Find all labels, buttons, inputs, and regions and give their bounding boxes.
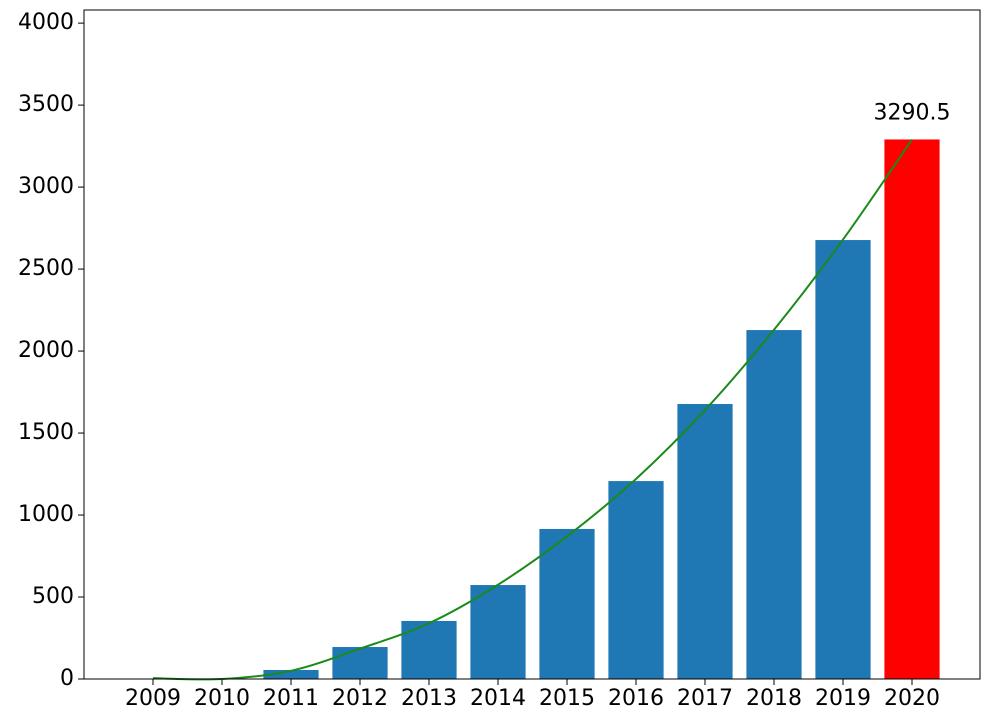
x-tick-label: 2016 <box>608 686 664 711</box>
bar <box>332 647 388 679</box>
bar <box>539 528 595 679</box>
x-tick-label: 2012 <box>332 686 388 711</box>
bar <box>470 585 526 679</box>
trend-line <box>152 138 913 681</box>
x-tick-label: 2017 <box>677 686 733 711</box>
y-tick-label: 2500 <box>18 256 74 281</box>
x-tick-label: 2014 <box>470 686 526 711</box>
plot-frame <box>83 9 981 680</box>
x-tick-label: 2010 <box>194 686 250 711</box>
bar <box>746 330 802 679</box>
y-tick-label: 3500 <box>18 92 74 117</box>
x-tick-label: 2019 <box>815 686 871 711</box>
value-label: 3290.5 <box>874 100 951 125</box>
bar <box>815 240 871 680</box>
bar <box>884 139 940 679</box>
y-tick-label: 3000 <box>18 174 74 199</box>
x-tick-label: 2015 <box>539 686 595 711</box>
bar <box>608 481 664 679</box>
x-tick-label: 2018 <box>746 686 802 711</box>
x-tick-label: 2020 <box>884 686 940 711</box>
y-tick-label: 1000 <box>18 502 74 527</box>
bar <box>263 669 319 679</box>
y-tick-label: 2000 <box>18 338 74 363</box>
y-tick-label: 0 <box>60 666 74 691</box>
y-tick-label: 500 <box>32 584 74 609</box>
x-tick-label: 2013 <box>401 686 457 711</box>
y-tick-label: 4000 <box>18 10 74 35</box>
x-tick-label: 2009 <box>125 686 181 711</box>
bar <box>401 620 457 679</box>
bar <box>677 404 733 679</box>
x-tick-label: 2011 <box>263 686 319 711</box>
y-tick-label: 1500 <box>18 420 74 445</box>
